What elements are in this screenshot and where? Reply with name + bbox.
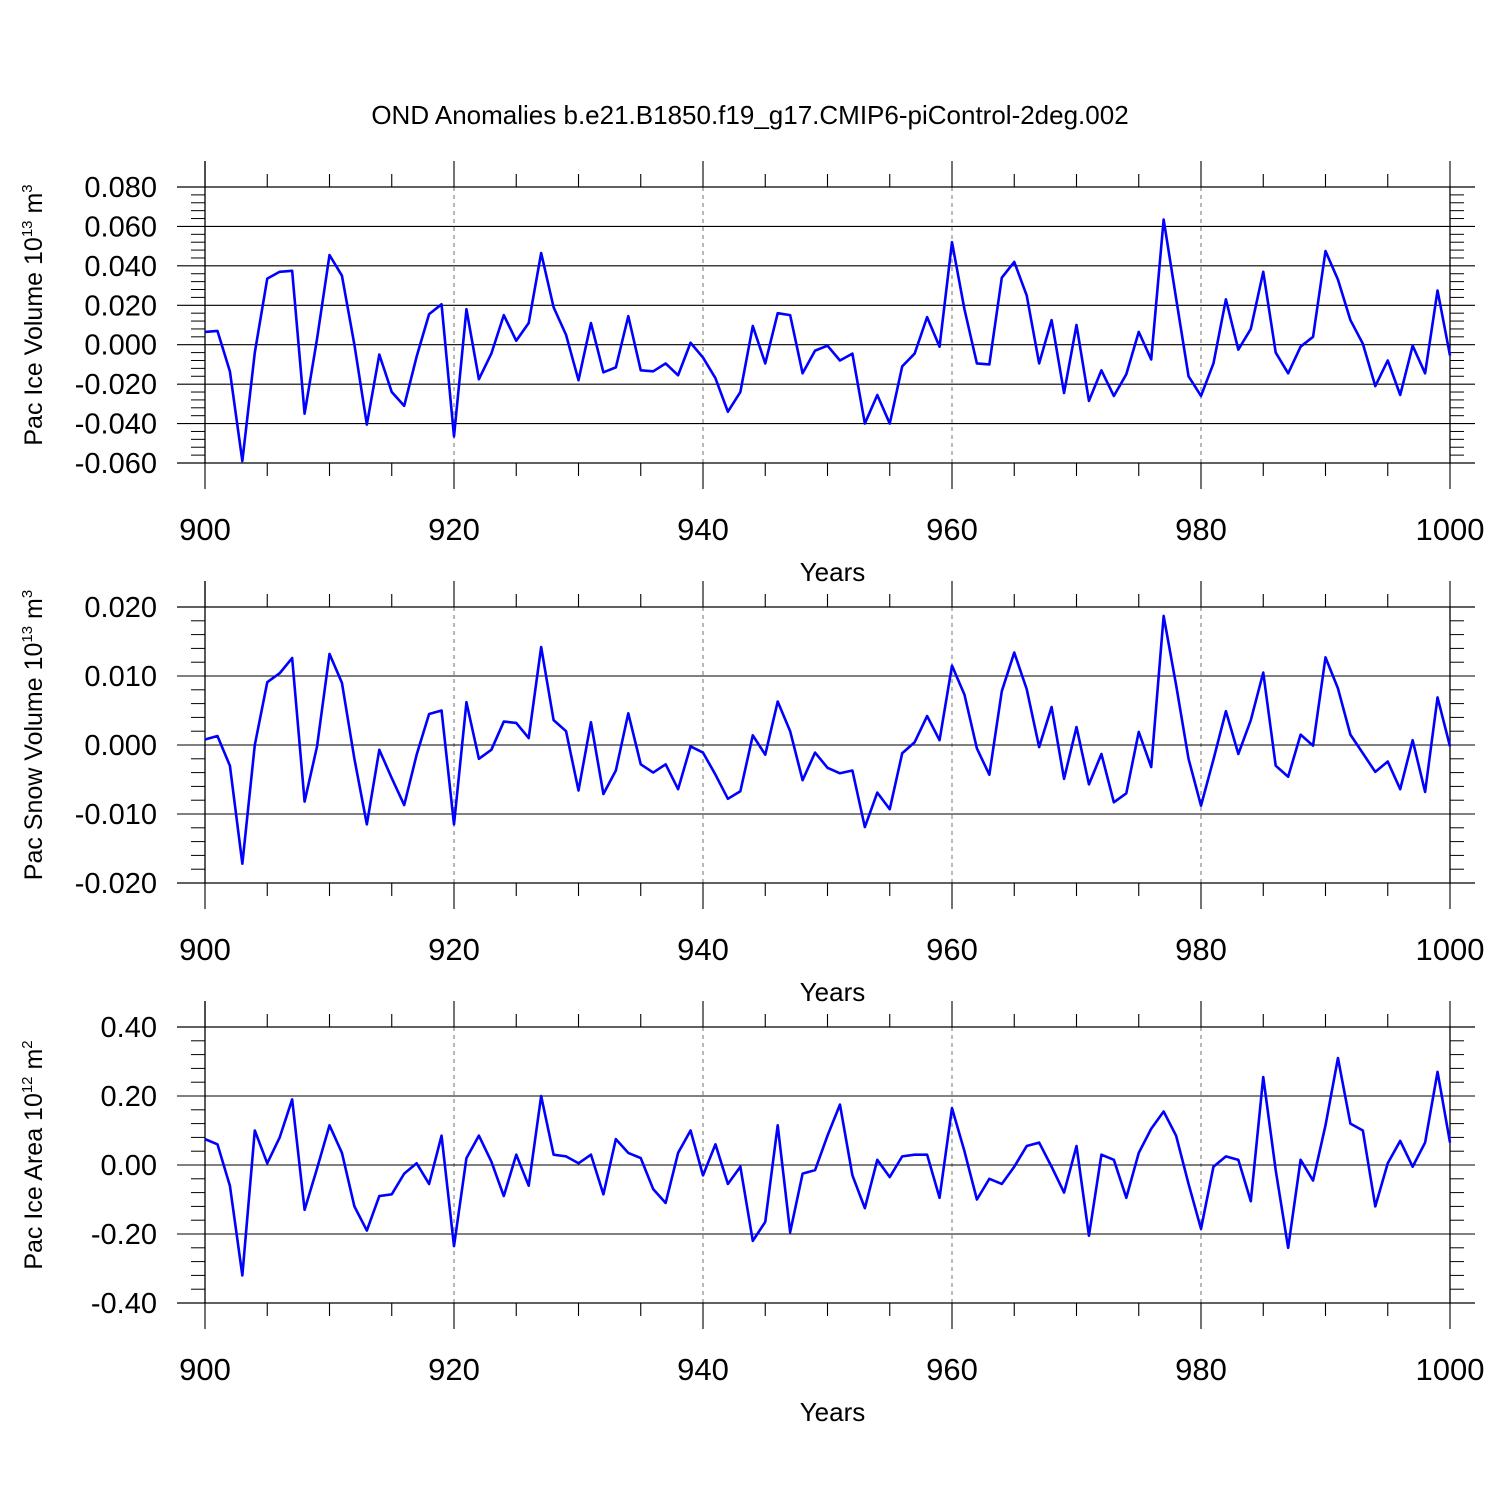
- chart-title: OND Anomalies b.e21.B1850.f19_g17.CMIP6-…: [371, 100, 1128, 130]
- panel-1: -0.060 -0.040 -0.020 0.000 0.020 0.040 0.060 0.…: [19, 161, 1484, 587]
- y-axis-title-unit: m: [20, 193, 48, 221]
- y-tick-label: 0.020: [84, 290, 157, 322]
- y-tick-label: 0.00: [101, 1150, 157, 1182]
- x-tick-label: 940: [677, 1352, 729, 1387]
- x-tick-label: 980: [1175, 512, 1227, 547]
- y-tick-label: 0.000: [84, 730, 157, 762]
- y-axis-title: Pac Ice Volume 1013 m3: [19, 184, 48, 445]
- y-tick-label: -0.060: [75, 448, 157, 480]
- x-tick-label: 1000: [1416, 932, 1485, 967]
- x-tick-label: 980: [1175, 932, 1227, 967]
- y-axis-title-unit-exp: 3: [19, 184, 36, 192]
- x-tick-label: 1000: [1416, 1352, 1485, 1387]
- y-axis-title-unit-exp: 2: [19, 1040, 36, 1048]
- y-axis-title-base: Pac Snow Volume 10: [20, 643, 48, 881]
- x-tick-label: 940: [677, 512, 729, 547]
- y-axis-title-unit: m: [20, 598, 48, 626]
- x-tick-label: 900: [179, 512, 231, 547]
- y-tick-label: 0.010: [84, 661, 157, 693]
- y-axis-title: Pac Snow Volume 1013 m3: [19, 590, 48, 880]
- y-axis-title-unit: m: [20, 1049, 48, 1077]
- x-tick-label: 960: [926, 512, 978, 547]
- y-axis-title-exp: 13: [19, 220, 36, 237]
- chart-panels: -0.060 -0.040 -0.020 0.000 0.020 0.040 0.060 0.…: [19, 161, 1484, 1427]
- series-line: [204, 1056, 1452, 1277]
- series-line: [204, 614, 1452, 865]
- y-axis-title-exp: 13: [19, 626, 36, 643]
- y-axis-title-base: Pac Ice Area 10: [20, 1093, 48, 1270]
- x-tick-label: 960: [926, 932, 978, 967]
- y-tick-label: 0.020: [84, 592, 157, 624]
- x-axis-title: Years: [800, 1397, 866, 1427]
- y-axis-title-base: Pac Ice Volume 10: [20, 237, 48, 445]
- series-line: [204, 218, 1452, 463]
- y-tick-label: -0.020: [75, 868, 157, 900]
- y-tick-label: -0.40: [91, 1288, 157, 1320]
- y-tick-label: 0.000: [84, 330, 157, 362]
- x-tick-label: 900: [179, 1352, 231, 1387]
- y-tick-label: 0.040: [84, 251, 157, 283]
- panel-2: -0.020 -0.010 0.000 0.010 0.020 900 920 940 960 9…: [19, 581, 1484, 1007]
- x-axis-title: Years: [800, 557, 866, 587]
- y-tick-label: -0.040: [75, 409, 157, 441]
- y-axis-title: Pac Ice Area 1012 m2: [19, 1040, 48, 1269]
- x-tick-label: 920: [428, 512, 480, 547]
- y-tick-label: -0.010: [75, 799, 157, 831]
- y-tick-label: 0.40: [101, 1012, 157, 1044]
- x-tick-label: 920: [428, 1352, 480, 1387]
- x-tick-label: 1000: [1416, 512, 1485, 547]
- x-tick-label: 960: [926, 1352, 978, 1387]
- x-tick-label: 940: [677, 932, 729, 967]
- y-axis-title-exp: 12: [19, 1076, 36, 1093]
- panel-3: -0.40 -0.20 0.00 0.20 0.40 900 920 940 960 980 100…: [19, 1001, 1484, 1427]
- y-tick-label: 0.060: [84, 211, 157, 243]
- x-axis-title: Years: [800, 977, 866, 1007]
- x-tick-label: 980: [1175, 1352, 1227, 1387]
- y-axis-title-unit-exp: 3: [19, 590, 36, 598]
- x-tick-label: 920: [428, 932, 480, 967]
- y-tick-label: 0.080: [84, 172, 157, 204]
- y-tick-label: 0.20: [101, 1081, 157, 1113]
- x-tick-label: 900: [179, 932, 231, 967]
- y-tick-label: -0.20: [91, 1219, 157, 1251]
- y-tick-label: -0.020: [75, 369, 157, 401]
